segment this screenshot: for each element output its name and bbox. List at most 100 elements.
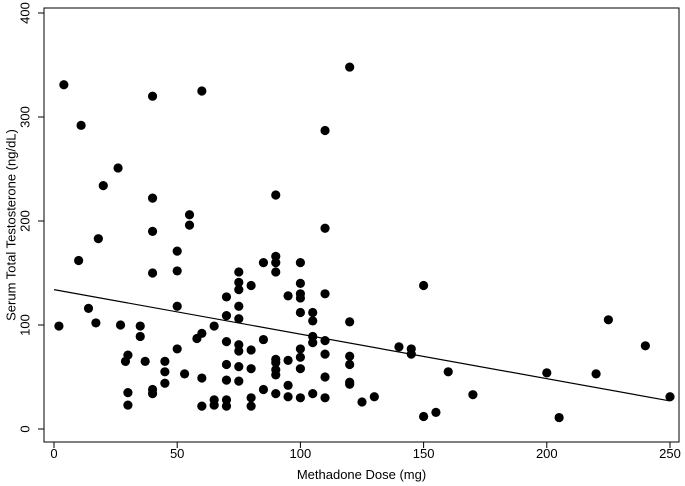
data-point — [246, 364, 256, 374]
data-point — [160, 356, 170, 366]
data-point — [115, 320, 126, 330]
data-point — [172, 301, 182, 311]
data-point — [295, 278, 305, 288]
data-point — [320, 125, 330, 136]
data-point — [221, 311, 232, 321]
data-point — [172, 344, 182, 354]
data-point — [542, 368, 552, 378]
data-point — [76, 120, 86, 130]
data-point — [246, 393, 256, 403]
data-point — [123, 388, 133, 398]
data-point — [258, 384, 269, 395]
data-point — [59, 80, 69, 90]
data-point — [160, 378, 170, 388]
data-point — [283, 392, 293, 402]
data-point — [234, 267, 244, 277]
data-point — [419, 280, 429, 291]
data-point — [221, 375, 232, 385]
data-point — [258, 258, 269, 268]
data-point — [234, 376, 244, 386]
y-tick-label: 300 — [17, 106, 32, 128]
data-point — [443, 367, 453, 377]
data-point — [54, 321, 64, 331]
x-axis: 0 50 100 150 200 250 — [50, 442, 681, 461]
data-point — [406, 349, 416, 359]
data-point — [93, 234, 103, 244]
data-point — [221, 359, 232, 370]
x-tick-label: 200 — [536, 446, 558, 461]
data-point — [308, 316, 318, 326]
data-point — [295, 352, 305, 362]
data-point — [184, 220, 195, 230]
data-point — [221, 401, 232, 411]
data-point — [197, 373, 207, 383]
data-point — [160, 367, 170, 377]
x-tick-label: 50 — [170, 446, 184, 461]
data-point — [147, 226, 158, 236]
data-point — [320, 393, 330, 403]
data-point — [197, 86, 207, 96]
data-point — [221, 337, 232, 347]
data-point — [113, 163, 123, 173]
data-point — [640, 341, 650, 351]
data-point — [271, 389, 281, 399]
y-tick-label: 100 — [17, 314, 32, 336]
data-point — [394, 342, 404, 352]
trendline-layer — [53, 289, 671, 402]
data-point — [197, 401, 207, 411]
data-point — [295, 307, 305, 318]
x-tick-label: 0 — [50, 446, 57, 461]
data-point — [295, 364, 305, 374]
x-axis-title: Methadone Dose (mg) — [297, 467, 426, 482]
data-point — [357, 397, 367, 407]
data-point — [234, 314, 244, 324]
data-point — [147, 91, 158, 101]
data-point — [234, 301, 244, 311]
data-point — [147, 268, 158, 278]
data-point — [135, 321, 145, 331]
data-point — [295, 258, 305, 268]
data-point — [320, 372, 330, 382]
data-point — [295, 293, 305, 303]
data-point — [345, 379, 355, 389]
x-tick-label: 150 — [413, 446, 435, 461]
data-point — [197, 328, 207, 338]
data-point — [345, 351, 355, 361]
data-point — [179, 369, 190, 379]
data-point — [271, 357, 281, 368]
data-point — [271, 267, 281, 277]
data-point — [234, 362, 244, 372]
data-point — [140, 356, 150, 366]
data-point — [234, 346, 244, 356]
data-point — [345, 62, 355, 72]
data-point — [98, 181, 108, 191]
data-point — [345, 359, 355, 370]
data-point — [665, 392, 675, 402]
data-point — [184, 210, 195, 220]
data-point — [83, 303, 94, 313]
data-point — [172, 266, 182, 276]
data-point — [308, 307, 318, 318]
plot-frame — [43, 7, 680, 443]
data-point — [221, 292, 232, 302]
y-tick-label: 400 — [17, 2, 32, 24]
data-point — [209, 321, 219, 331]
data-point — [320, 223, 330, 233]
data-point — [123, 400, 133, 410]
data-point — [369, 392, 379, 402]
data-point — [591, 369, 601, 379]
y-axis-title: Serum Total Testosterone (ng/dL) — [3, 129, 18, 321]
data-point — [234, 277, 244, 287]
data-point — [246, 401, 256, 411]
data-point — [308, 389, 318, 399]
data-point — [283, 291, 293, 301]
data-points — [54, 62, 675, 423]
x-tick-label: 250 — [659, 446, 681, 461]
data-point — [603, 315, 614, 325]
data-point — [295, 344, 305, 354]
data-point — [320, 349, 330, 359]
data-point — [209, 400, 219, 410]
fit-line — [53, 289, 671, 402]
